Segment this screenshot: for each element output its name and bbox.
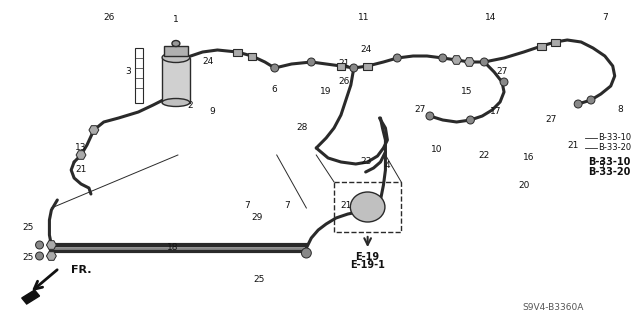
Text: 29: 29 <box>252 213 262 222</box>
Ellipse shape <box>350 192 385 222</box>
Text: 21: 21 <box>338 60 349 69</box>
Text: 17: 17 <box>490 108 502 116</box>
Bar <box>162 57 189 102</box>
Polygon shape <box>47 252 56 260</box>
Text: 21: 21 <box>76 166 87 174</box>
Circle shape <box>271 64 278 72</box>
Text: 26: 26 <box>103 13 115 23</box>
Ellipse shape <box>162 53 189 63</box>
Bar <box>233 48 242 56</box>
Text: 2: 2 <box>187 100 193 109</box>
Polygon shape <box>465 58 474 66</box>
Circle shape <box>467 116 474 124</box>
Circle shape <box>350 64 358 72</box>
Text: 24: 24 <box>360 46 371 55</box>
Text: 25: 25 <box>253 276 264 285</box>
Bar <box>337 63 346 70</box>
Bar <box>537 42 546 49</box>
Text: 8: 8 <box>618 106 623 115</box>
Polygon shape <box>452 56 461 64</box>
Circle shape <box>394 54 401 62</box>
Text: 24: 24 <box>202 57 213 66</box>
Circle shape <box>301 248 311 258</box>
Bar <box>334 182 401 232</box>
Text: B-33-10: B-33-10 <box>588 157 630 167</box>
Circle shape <box>439 54 447 62</box>
Bar <box>164 46 188 56</box>
Text: 11: 11 <box>358 13 369 23</box>
Text: 9: 9 <box>210 108 215 116</box>
Text: 14: 14 <box>484 13 496 23</box>
Text: 25: 25 <box>22 224 33 233</box>
Text: B-33-20: B-33-20 <box>588 167 630 177</box>
Ellipse shape <box>172 41 180 47</box>
Text: 10: 10 <box>431 145 443 154</box>
Text: 5: 5 <box>598 160 604 169</box>
Text: 28: 28 <box>297 123 308 132</box>
Text: 21: 21 <box>340 201 351 210</box>
Text: 23: 23 <box>360 158 371 167</box>
Text: 13: 13 <box>76 144 87 152</box>
Text: E-19: E-19 <box>356 252 380 262</box>
Circle shape <box>574 100 582 108</box>
Bar <box>551 39 560 46</box>
Bar <box>248 53 257 60</box>
Text: 7: 7 <box>602 13 608 23</box>
Polygon shape <box>22 290 40 304</box>
Text: 21: 21 <box>568 140 579 150</box>
Text: S9V4-B3360A: S9V4-B3360A <box>523 303 584 313</box>
Text: B-33-20: B-33-20 <box>598 144 631 152</box>
Text: 26: 26 <box>338 78 349 86</box>
Text: 7: 7 <box>284 201 289 210</box>
Polygon shape <box>89 126 99 134</box>
Text: FR.: FR. <box>71 265 92 275</box>
Text: 6: 6 <box>272 85 278 94</box>
Text: 27: 27 <box>414 106 426 115</box>
Text: 25: 25 <box>22 254 33 263</box>
Circle shape <box>480 58 488 66</box>
Text: 4: 4 <box>385 160 390 169</box>
Text: 16: 16 <box>523 153 534 162</box>
Text: 27: 27 <box>497 68 508 77</box>
Text: B-33-10: B-33-10 <box>598 133 631 143</box>
Bar <box>136 48 143 103</box>
Text: 1: 1 <box>173 16 179 25</box>
Text: 3: 3 <box>125 68 131 77</box>
Text: 27: 27 <box>546 115 557 124</box>
Circle shape <box>307 58 316 66</box>
Polygon shape <box>47 241 56 249</box>
Text: E-19-1: E-19-1 <box>350 260 385 270</box>
Text: 19: 19 <box>321 87 332 97</box>
Circle shape <box>500 78 508 86</box>
Text: 22: 22 <box>479 151 490 160</box>
Circle shape <box>587 96 595 104</box>
Bar <box>363 63 372 70</box>
Text: 20: 20 <box>518 181 529 189</box>
Circle shape <box>426 112 434 120</box>
Ellipse shape <box>162 99 189 107</box>
Text: 18: 18 <box>167 243 179 253</box>
Text: 15: 15 <box>461 87 472 97</box>
Polygon shape <box>76 151 86 159</box>
Circle shape <box>36 252 44 260</box>
Text: 7: 7 <box>244 201 250 210</box>
Circle shape <box>36 241 44 249</box>
